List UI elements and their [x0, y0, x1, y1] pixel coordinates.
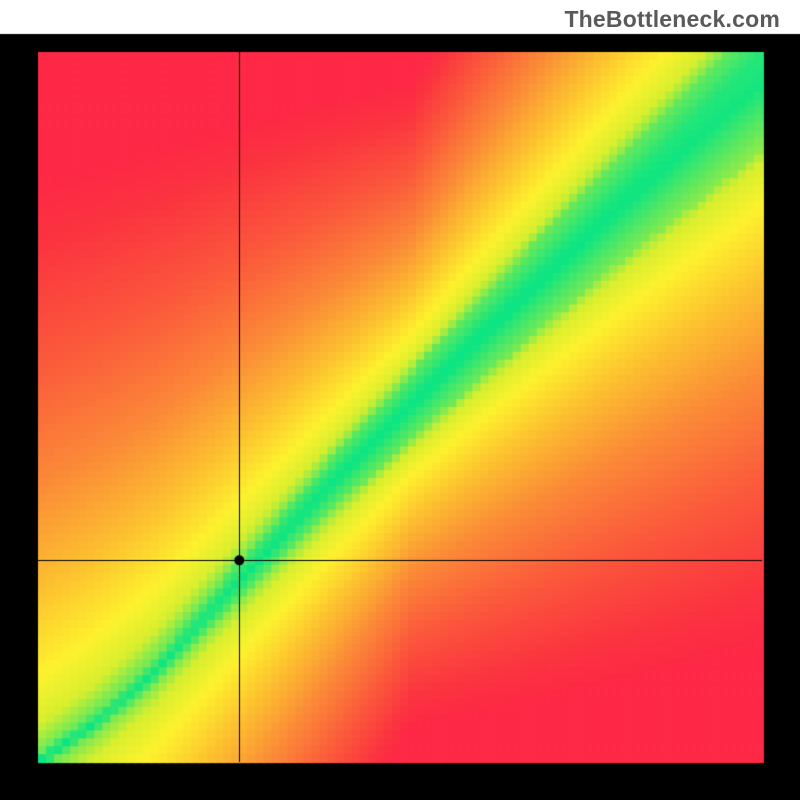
- bottleneck-heatmap: [0, 0, 800, 800]
- watermark-text: TheBottleneck.com: [564, 6, 780, 33]
